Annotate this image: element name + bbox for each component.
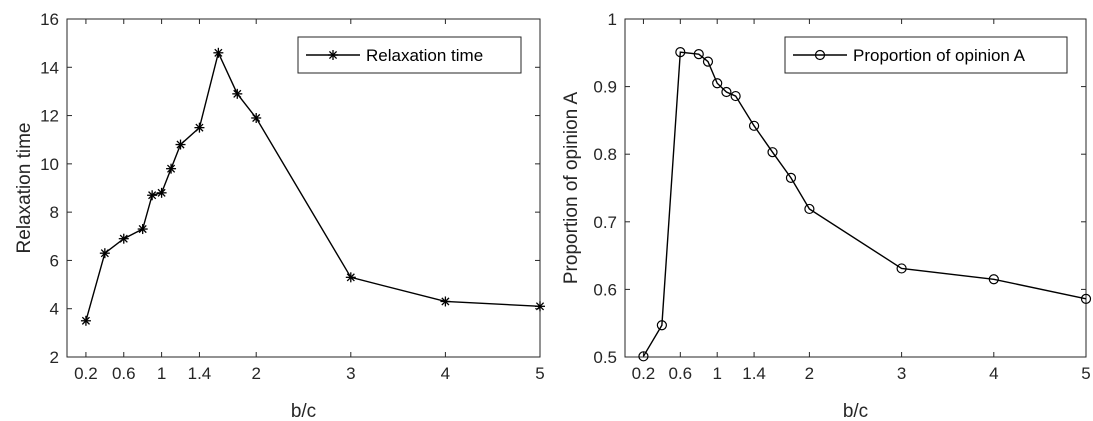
- x-tick-label: 0.2: [632, 364, 656, 383]
- data-point: [988, 274, 999, 285]
- x-tick-label: 3: [346, 364, 355, 383]
- x-tick-label: 0.2: [74, 364, 98, 383]
- plot-area: [66, 18, 541, 358]
- data-point: [702, 56, 714, 67]
- y-tick-label: 8: [50, 203, 59, 222]
- data-point: [693, 49, 704, 60]
- y-tick-label: 2: [50, 348, 59, 367]
- y-tick-label: 0.9: [593, 78, 617, 97]
- y-tick-label: 12: [40, 107, 59, 126]
- y-tick-label: 1: [608, 10, 617, 29]
- data-point: [99, 248, 110, 259]
- legend-label: Proportion of opinion A: [853, 46, 1026, 65]
- x-tick-label: 0.6: [112, 364, 136, 383]
- y-tick-label: 14: [40, 58, 59, 77]
- data-point: [804, 203, 815, 215]
- x-axis-label: b/c: [843, 401, 868, 421]
- data-point: [175, 139, 186, 150]
- plot-area: [624, 18, 1087, 358]
- x-tick-label: 4: [441, 364, 450, 383]
- data-point: [1080, 293, 1092, 304]
- x-tick-label: 2: [251, 364, 260, 383]
- y-tick-label: 10: [40, 155, 59, 174]
- x-tick-label: 0.6: [668, 364, 692, 383]
- legend: Proportion of opinion A: [784, 36, 1068, 74]
- series-line: [642, 51, 1087, 357]
- data-point: [213, 47, 224, 58]
- data-point: [638, 351, 649, 362]
- data-point: [712, 78, 723, 89]
- legend: Relaxation time: [297, 36, 522, 74]
- data-point: [785, 172, 797, 183]
- y-tick-label: 16: [40, 10, 59, 29]
- y-axis-label: Relaxation time: [14, 123, 35, 254]
- data-point: [440, 296, 451, 307]
- x-tick-label: 3: [897, 364, 906, 383]
- data-point: [137, 224, 148, 235]
- chart-1: 0.2 0.6 1 1.4 2 3 4 5 2 4 6 8 10 12 14 16 b/c Relaxation …: [14, 10, 545, 421]
- data-point: [166, 163, 177, 174]
- x-tick-label: 1: [712, 364, 721, 383]
- legend-marker: [814, 49, 826, 61]
- x-axis-label: b/c: [291, 401, 316, 421]
- data-point: [767, 147, 778, 158]
- y-tick-label: 0.5: [593, 348, 617, 367]
- data-point: [251, 112, 262, 123]
- y-tick-label: 0.7: [593, 213, 617, 232]
- data-point: [156, 187, 167, 198]
- data-point: [147, 190, 158, 201]
- data-point: [194, 122, 205, 133]
- data-point: [721, 86, 732, 98]
- y-tick-label: 6: [50, 251, 59, 270]
- data-point: [80, 315, 91, 326]
- chart-2: 0.2 0.6 1 1.4 2 3 4 5 0.5 0.6 0.7 0.8 0.9 1 b/c Proport…: [561, 10, 1092, 421]
- x-tick-label: 1: [157, 364, 166, 383]
- x-tick-label: 1.4: [188, 364, 212, 383]
- data-point: [535, 301, 545, 312]
- x-tick-label: 5: [1081, 364, 1090, 383]
- y-tick-label: 0.8: [593, 145, 617, 164]
- data-point: [345, 272, 356, 283]
- data-point: [675, 47, 686, 58]
- legend-marker: [328, 50, 338, 60]
- data-point: [118, 233, 129, 244]
- y-axis-label: Proportion of opinion A: [561, 92, 582, 285]
- data-point: [748, 120, 760, 131]
- legend-label: Relaxation time: [366, 46, 483, 65]
- data-point: [232, 88, 243, 99]
- data-point: [896, 263, 907, 274]
- data-point: [656, 320, 667, 331]
- x-tick-label: 4: [989, 364, 998, 383]
- x-tick-label: 1.4: [742, 364, 766, 383]
- y-tick-label: 4: [50, 300, 59, 319]
- x-tick-label: 2: [805, 364, 814, 383]
- data-point: [730, 90, 741, 102]
- y-tick-label: 0.6: [593, 280, 617, 299]
- x-tick-label: 5: [535, 364, 544, 383]
